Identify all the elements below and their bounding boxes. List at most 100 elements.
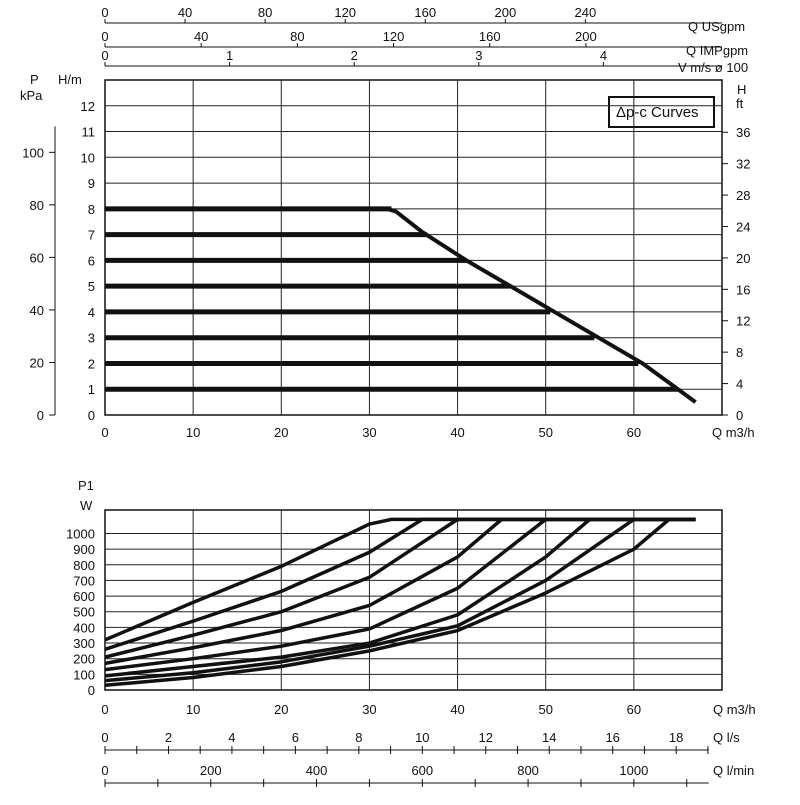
bottom-axis-tick-label: 10: [415, 730, 429, 745]
top-left-h-tick-label: 0: [88, 408, 95, 423]
bottom-y-tick-label: 600: [73, 589, 95, 604]
top-left-h-tick-label: 11: [82, 125, 96, 140]
bottom-axis-tick-label: 0: [101, 763, 108, 778]
bottom-y-tick-label: 700: [73, 573, 95, 588]
top-left-h-tick-label: 5: [88, 279, 95, 294]
p-axis-tick-label: 0: [37, 408, 44, 423]
right-ft-tick-label: 24: [736, 219, 750, 234]
bottom-axis-tick-label: 400: [306, 763, 328, 778]
top-axis-tick-label: 160: [414, 5, 436, 20]
bottom-axis-tick-label: 8: [355, 730, 362, 745]
top-left-h-tick-label: 10: [81, 150, 95, 165]
bottom-x-tick-label: 30: [362, 702, 376, 717]
top-x-tick-label: 30: [362, 425, 376, 440]
p-axis-tick-label: 60: [30, 250, 44, 265]
right-axis-label-1: H: [737, 82, 746, 97]
top-axis-tick-label: 80: [290, 29, 304, 44]
bottom-x-tick-label: 10: [186, 702, 200, 717]
bottom-axis-tick-label: 1000: [619, 763, 648, 778]
top-axis-tick-label: 4: [600, 48, 607, 63]
top-axis-usgpm-label: Q USgpm: [688, 19, 745, 34]
bottom-axis-tick-label: 800: [517, 763, 539, 778]
bottom-y-tick-label: 0: [88, 683, 95, 698]
bottom-y-label-1: P1: [78, 478, 94, 493]
top-x-axis-label: Q m3/h: [712, 425, 755, 440]
top-axis-tick-label: 0: [101, 48, 108, 63]
bottom-x-tick-label: 20: [274, 702, 288, 717]
top-left-h-tick-label: 9: [88, 176, 95, 191]
top-left-h-tick-label: 7: [88, 228, 95, 243]
bottom-axis-ls-label: Q l/s: [713, 730, 740, 745]
top-left-h-tick-label: 2: [88, 356, 95, 371]
top-left-h-tick-label: 3: [88, 331, 95, 346]
top-axis-tick-label: 80: [258, 5, 272, 20]
bottom-y-tick-label: 200: [73, 652, 95, 667]
top-x-tick-label: 10: [186, 425, 200, 440]
right-ft-tick-label: 36: [736, 125, 750, 140]
bottom-axis-tick-label: 0: [101, 730, 108, 745]
right-axis-label-2: ft: [736, 96, 744, 111]
bottom-axis-tick-label: 6: [292, 730, 299, 745]
bottom-axis-tick-label: 16: [605, 730, 619, 745]
p-axis-tick-label: 40: [30, 303, 44, 318]
bottom-y-tick-label: 300: [73, 636, 95, 651]
top-x-tick-label: 60: [627, 425, 641, 440]
bottom-axis-tick-label: 14: [542, 730, 556, 745]
bottom-axis-lmin-label: Q l/min: [713, 763, 754, 778]
top-chart-labels: H/m P kPa H ft Q USgpm Q IMPgpm V m/s ø …: [20, 19, 755, 440]
right-ft-tick-label: 32: [736, 157, 750, 172]
p-axis-tick-label: 20: [30, 355, 44, 370]
top-axis-tick-label: 2: [351, 48, 358, 63]
bottom-y-tick-label: 100: [73, 667, 95, 682]
bottom-x-tick-label: 0: [101, 702, 108, 717]
right-ft-tick-label: 8: [736, 345, 743, 360]
bottom-y-tick-label: 500: [73, 605, 95, 620]
bottom-axis-tick-label: 18: [669, 730, 683, 745]
left-axis-p-label-2: kPa: [20, 88, 43, 103]
bottom-axis-tick-label: 600: [411, 763, 433, 778]
top-axis-tick-label: 200: [575, 29, 597, 44]
top-axis-tick-label: 200: [494, 5, 516, 20]
top-axis-tick-label: 120: [383, 29, 405, 44]
left-axis-h-label: H/m: [58, 72, 82, 87]
top-axis-tick-label: 1: [226, 48, 233, 63]
top-axis-tick-label: 3: [475, 48, 482, 63]
top-axis-tick-label: 240: [575, 5, 597, 20]
bottom-y-tick-label: 400: [73, 620, 95, 635]
top-left-h-tick-label: 1: [88, 382, 95, 397]
top-left-h-tick-label: 6: [88, 253, 95, 268]
top-axis-velocity-label: V m/s ø 100: [678, 60, 748, 75]
p-axis-tick-label: 80: [30, 198, 44, 213]
right-ft-tick-label: 20: [736, 251, 750, 266]
top-x-tick-label: 50: [538, 425, 552, 440]
bottom-axis-tick-label: 200: [200, 763, 222, 778]
top-axis-impgpm-label: Q IMPgpm: [686, 43, 748, 58]
top-axis-tick-label: 40: [178, 5, 192, 20]
right-ft-tick-label: 28: [736, 188, 750, 203]
top-left-h-tick-label: 12: [81, 99, 95, 114]
top-left-h-tick-label: 4: [88, 305, 95, 320]
bottom-axis-tick-label: 2: [165, 730, 172, 745]
bottom-y-label-2: W: [80, 498, 93, 513]
bottom-x-tick-label: 60: [627, 702, 641, 717]
top-axis-tick-label: 120: [334, 5, 356, 20]
left-axis-p-label-1: P: [30, 72, 39, 87]
bottom-y-tick-label: 900: [73, 542, 95, 557]
bottom-x-axis-label: Q m3/h: [713, 702, 756, 717]
right-ft-tick-label: 0: [736, 408, 743, 423]
top-axis-tick-label: 40: [194, 29, 208, 44]
top-x-tick-label: 40: [450, 425, 464, 440]
bottom-y-tick-label: 800: [73, 558, 95, 573]
bottom-x-tick-label: 40: [450, 702, 464, 717]
chart-title: Δp-c Curves: [616, 104, 699, 121]
bottom-axis-tick-label: 12: [479, 730, 493, 745]
top-left-h-tick-label: 8: [88, 202, 95, 217]
bottom-y-tick-label: 1000: [66, 526, 95, 541]
bottom-x-tick-label: 50: [538, 702, 552, 717]
top-x-tick-label: 20: [274, 425, 288, 440]
right-ft-tick-label: 12: [736, 314, 750, 329]
top-x-tick-label: 0: [101, 425, 108, 440]
p-axis-tick-label: 100: [22, 145, 44, 160]
